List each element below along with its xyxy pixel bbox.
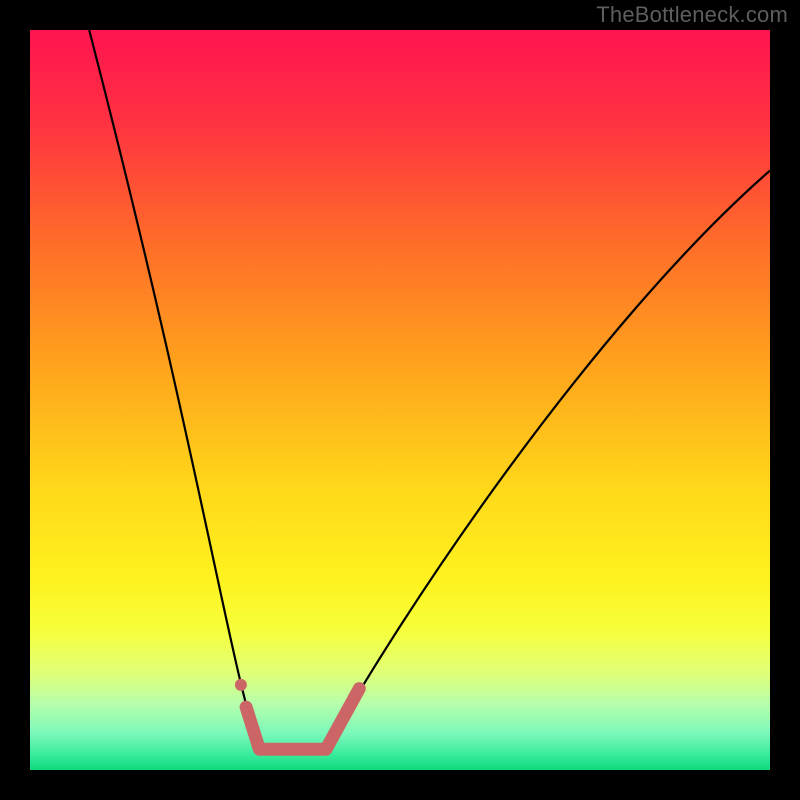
watermark-text: TheBottleneck.com xyxy=(596,2,788,28)
chart-stage: TheBottleneck.com xyxy=(0,0,800,800)
bottleneck-chart xyxy=(0,0,800,800)
sweet-spot-dot xyxy=(235,679,247,691)
gradient-background xyxy=(30,30,770,770)
